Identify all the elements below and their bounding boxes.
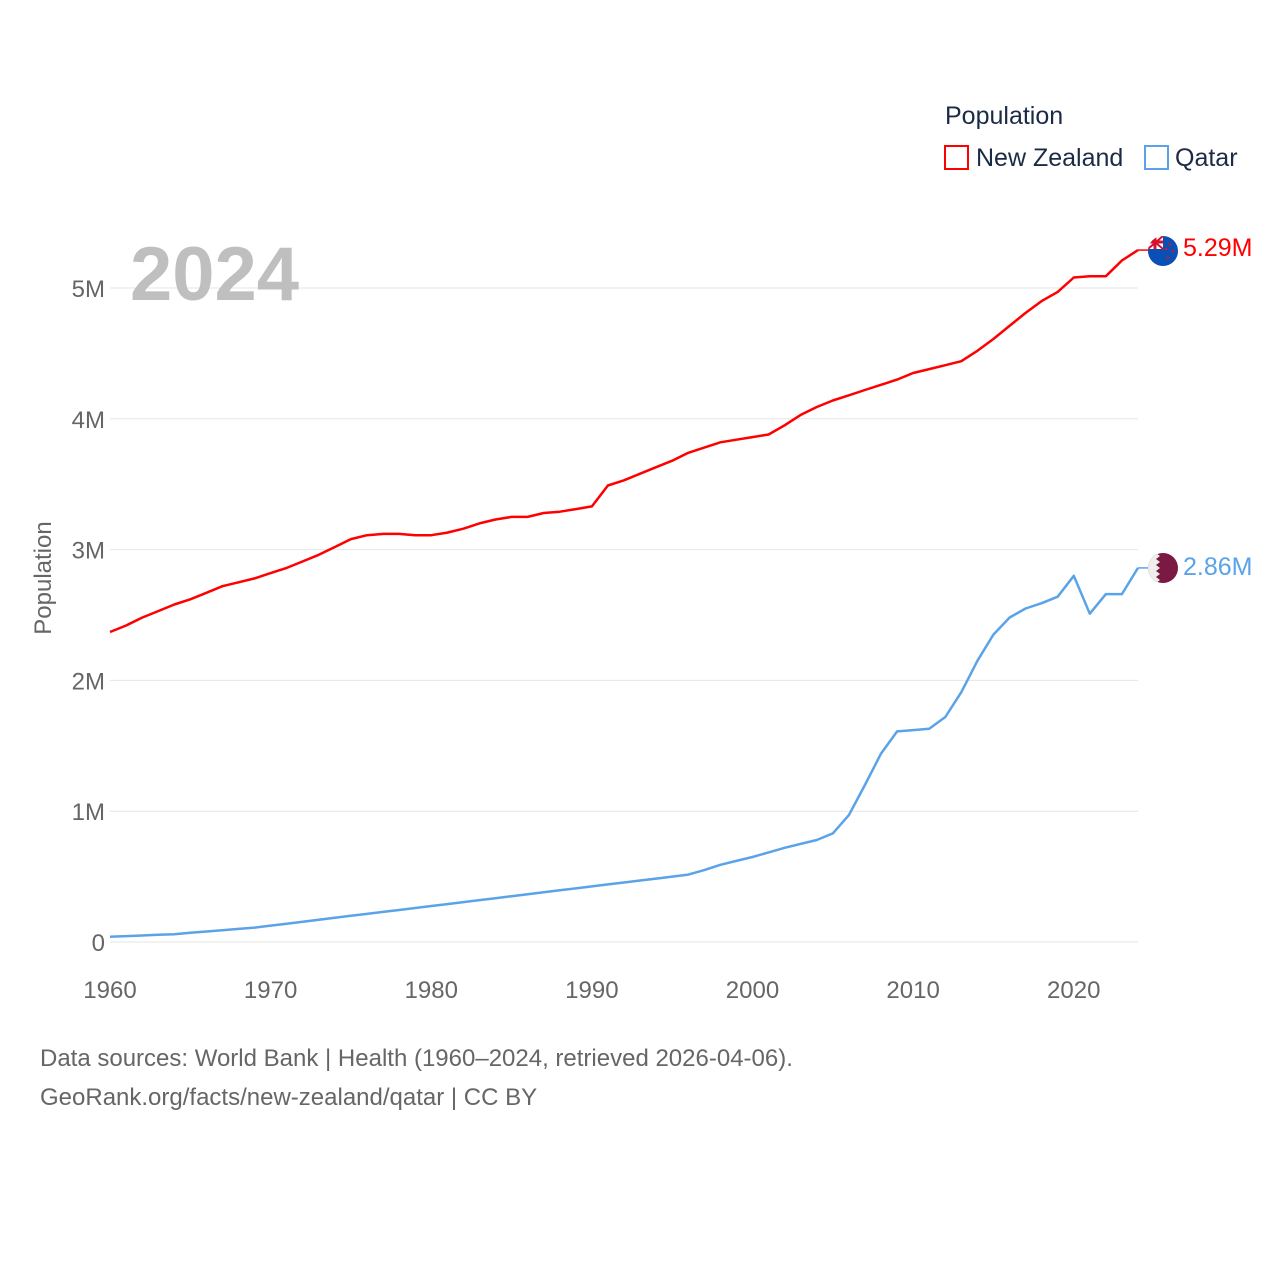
x-tick-label: 2020 <box>1047 977 1100 1004</box>
series-lines <box>109 249 1150 939</box>
legend-item-new-zealand[interactable]: New Zealand <box>944 144 1123 172</box>
y-axis-ticks: 0 1M 2M 3M 4M 5M <box>72 276 105 957</box>
legend-label-new-zealand: New Zealand <box>976 144 1123 172</box>
legend-title: Population <box>945 102 1063 130</box>
legend: Population New Zealand Qatar <box>944 102 1238 172</box>
x-tick-label: 1990 <box>565 977 618 1004</box>
end-label-new-zealand: 5.29M <box>1183 234 1252 262</box>
y-tick-label: 0 <box>92 930 105 957</box>
end-label-qatar: 2.86M <box>1183 553 1252 581</box>
x-tick-label: 1980 <box>405 977 458 1004</box>
y-tick-label: 2M <box>72 668 105 695</box>
legend-swatch-new-zealand <box>944 145 969 170</box>
y-tick-label: 3M <box>72 538 105 565</box>
legend-label-qatar: Qatar <box>1175 144 1238 172</box>
x-axis-ticks: 1960 1970 1980 1990 2000 2010 2020 <box>83 977 1100 1004</box>
x-tick-label: 2000 <box>726 977 779 1004</box>
qatar-flag-icon <box>1148 553 1178 583</box>
x-tick-label: 1970 <box>244 977 297 1004</box>
x-tick-label: 1960 <box>83 977 136 1004</box>
year-label: 2024 <box>130 232 299 317</box>
series-line-qatar <box>109 567 1140 939</box>
y-tick-label: 1M <box>72 799 105 826</box>
legend-swatch-qatar <box>1144 145 1169 170</box>
new-zealand-flag-icon <box>1148 236 1178 266</box>
y-tick-label: 4M <box>72 407 105 434</box>
x-tick-label: 2010 <box>886 977 939 1004</box>
gridlines <box>110 287 1138 943</box>
y-axis-label: Population <box>30 521 57 634</box>
footer-sources: Data sources: World Bank | Health (1960–… <box>40 1045 793 1072</box>
series-line-new-zealand <box>109 249 1139 634</box>
y-tick-label: 5M <box>72 276 105 303</box>
footer-attribution-link[interactable]: GeoRank.org/facts/new-zealand/qatar | CC… <box>40 1084 538 1111</box>
legend-item-qatar[interactable]: Qatar <box>1144 144 1238 172</box>
